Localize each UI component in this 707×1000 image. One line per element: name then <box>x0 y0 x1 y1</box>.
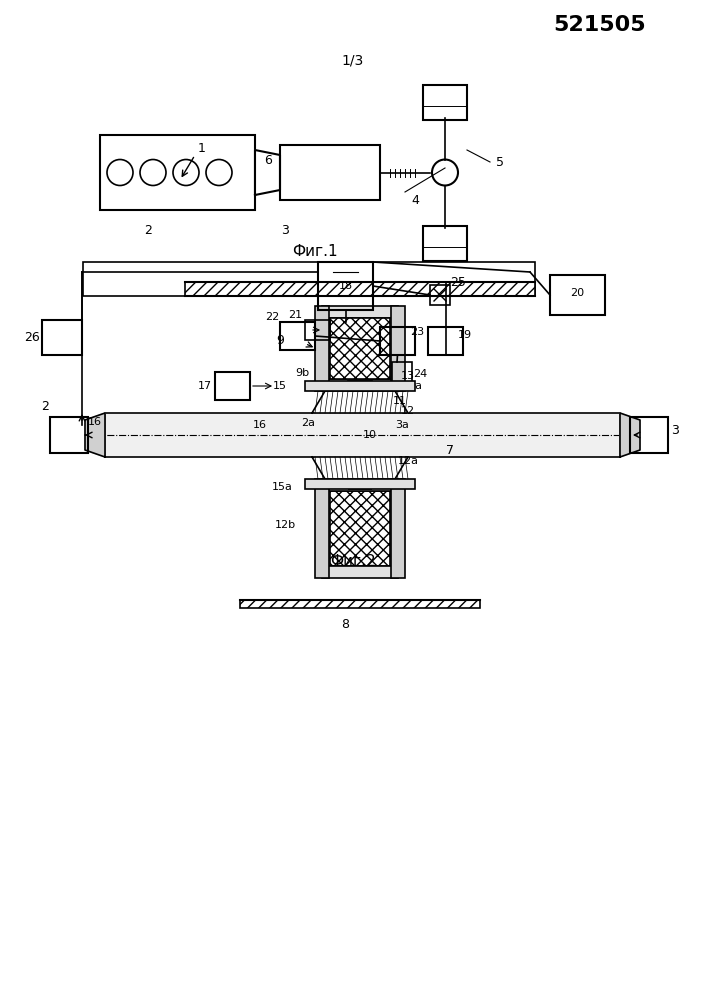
Text: 16: 16 <box>253 420 267 430</box>
Text: 10: 10 <box>363 430 377 440</box>
Text: 13: 13 <box>401 371 415 381</box>
Text: 1: 1 <box>198 141 206 154</box>
Text: 7: 7 <box>446 444 454 456</box>
Text: Фиг.2: Фиг.2 <box>330 554 376 570</box>
Bar <box>50 417 88 453</box>
Text: 12: 12 <box>401 406 415 416</box>
Text: 9b: 9b <box>295 368 309 378</box>
Text: 15: 15 <box>273 381 287 391</box>
Bar <box>428 327 463 355</box>
Bar <box>105 413 620 457</box>
Bar <box>391 479 405 578</box>
Text: 22: 22 <box>265 312 279 322</box>
Polygon shape <box>620 413 640 457</box>
Bar <box>100 135 255 210</box>
Text: 15a: 15a <box>271 482 293 492</box>
Bar <box>83 262 535 296</box>
Bar <box>391 306 405 391</box>
Bar <box>280 322 315 350</box>
Bar <box>348 381 372 391</box>
Text: 9: 9 <box>276 334 284 347</box>
Polygon shape <box>85 413 105 457</box>
Bar <box>305 320 330 340</box>
Bar <box>315 306 329 391</box>
Bar <box>185 282 535 296</box>
Bar <box>630 417 668 453</box>
Polygon shape <box>312 391 408 413</box>
Text: 25: 25 <box>450 276 466 290</box>
Text: 2: 2 <box>144 224 152 236</box>
Bar <box>550 275 605 315</box>
Bar <box>322 379 398 391</box>
Bar <box>423 85 467 119</box>
Text: 14: 14 <box>391 479 405 489</box>
Text: 17: 17 <box>198 381 212 391</box>
Text: 11: 11 <box>393 396 407 406</box>
Bar <box>240 600 480 608</box>
Text: Фиг.1: Фиг.1 <box>292 244 338 259</box>
Text: 16: 16 <box>88 417 102 427</box>
Text: 8: 8 <box>341 618 349 632</box>
Text: 23: 23 <box>410 327 424 337</box>
Text: 3: 3 <box>281 224 289 236</box>
Bar <box>423 226 467 260</box>
Bar <box>330 491 390 566</box>
Text: 5: 5 <box>496 155 504 168</box>
Bar <box>215 372 250 400</box>
Polygon shape <box>255 150 280 195</box>
Text: 18: 18 <box>339 281 353 291</box>
Text: 521505: 521505 <box>554 15 646 35</box>
Text: 2a: 2a <box>301 418 315 428</box>
Bar <box>318 262 373 310</box>
Text: 9a: 9a <box>408 381 422 391</box>
Text: 21: 21 <box>288 310 302 320</box>
Bar <box>322 306 398 318</box>
Text: 3a: 3a <box>395 420 409 430</box>
Bar <box>430 285 450 305</box>
Bar <box>42 320 82 355</box>
Text: 2: 2 <box>41 400 49 414</box>
Polygon shape <box>312 457 408 479</box>
Text: 4: 4 <box>411 194 419 207</box>
Text: 12a: 12a <box>397 456 419 466</box>
Text: 20: 20 <box>571 288 585 298</box>
Bar <box>322 479 398 491</box>
Bar <box>330 318 390 379</box>
Text: 12b: 12b <box>274 520 296 530</box>
Text: 19: 19 <box>458 330 472 340</box>
Bar <box>305 479 415 489</box>
Bar <box>322 566 398 578</box>
Bar <box>380 327 415 355</box>
Bar <box>305 381 415 391</box>
Text: 26: 26 <box>24 331 40 344</box>
Text: 24: 24 <box>413 369 427 379</box>
Text: 3: 3 <box>671 424 679 436</box>
Text: 1/3: 1/3 <box>342 53 364 67</box>
Text: 6: 6 <box>264 153 272 166</box>
Bar <box>315 479 329 578</box>
Bar <box>392 362 412 382</box>
Bar <box>280 145 380 200</box>
